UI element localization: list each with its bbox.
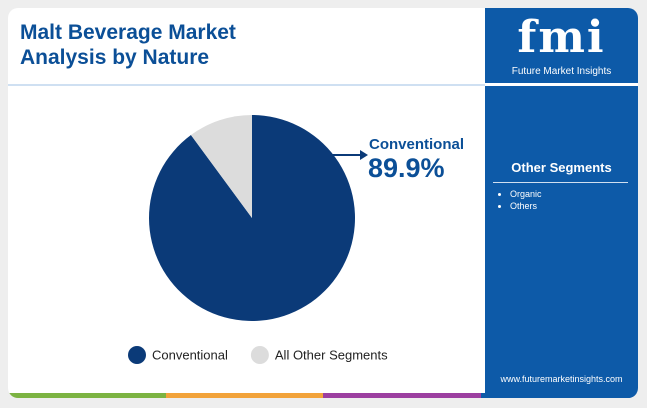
sidebar-title: Other Segments bbox=[511, 160, 612, 175]
logo: fmi bbox=[517, 12, 606, 63]
legend-swatch bbox=[250, 346, 269, 364]
pie-slice bbox=[148, 115, 355, 322]
legend-label: Conventional bbox=[152, 347, 228, 362]
website: www.futuremarketinsights.com bbox=[500, 374, 623, 384]
legend-label: All Other Segments bbox=[275, 347, 388, 362]
stripe-part bbox=[8, 393, 166, 398]
stripe-part bbox=[480, 393, 638, 398]
stripe bbox=[8, 393, 638, 398]
sidebar-item: Organic bbox=[510, 188, 542, 200]
callout-category: Conventional bbox=[369, 136, 464, 153]
stripe-part bbox=[165, 393, 323, 398]
sidebar-list: OrganicOthers bbox=[498, 188, 542, 212]
sidebar: fmi Future Market Insights Other Segment… bbox=[485, 8, 638, 398]
sidebar-rule bbox=[493, 182, 628, 183]
callout-value: 89.9% bbox=[368, 153, 445, 183]
callout-arrowhead bbox=[360, 150, 368, 160]
stripe-part bbox=[323, 393, 481, 398]
title-rule bbox=[8, 84, 485, 86]
pie-slice bbox=[190, 115, 252, 218]
chart-title: Malt Beverage Market Analysis by Nature bbox=[20, 21, 236, 69]
logo-rule bbox=[485, 83, 638, 86]
card: Malt Beverage Market Analysis by Nature … bbox=[8, 8, 638, 398]
legend-swatch bbox=[128, 346, 146, 364]
sidebar-item: Others bbox=[510, 200, 542, 212]
brand-name: Future Market Insights bbox=[511, 66, 612, 77]
